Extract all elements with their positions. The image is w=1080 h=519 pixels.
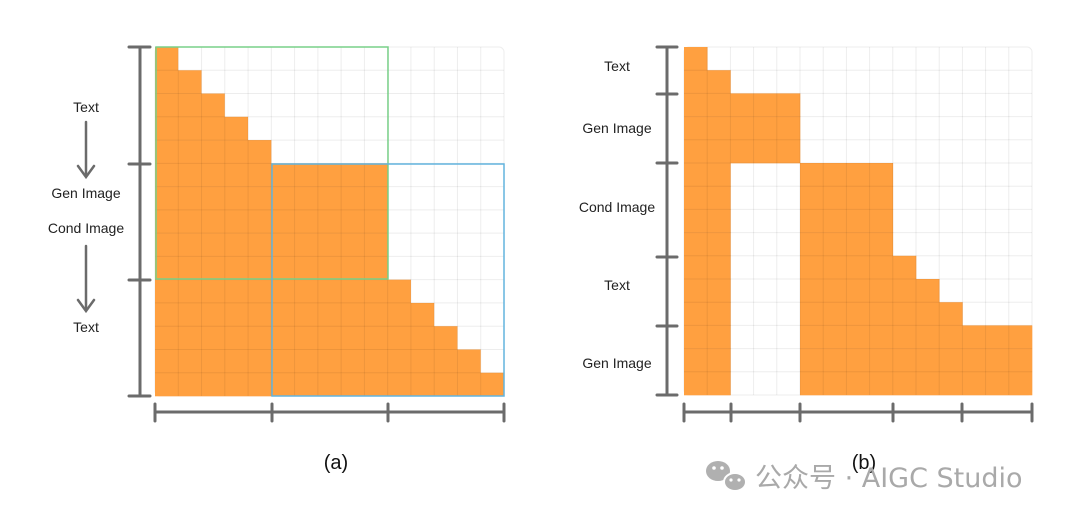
panel-b-label-gen-image-2: Gen Image xyxy=(582,355,651,371)
panel-b-x-axis xyxy=(682,402,1034,423)
panel-a-label-cond-image: Cond Image xyxy=(48,220,124,236)
mask-row-fill xyxy=(800,209,894,233)
mask-row-fill xyxy=(800,186,894,210)
mask-row-fill xyxy=(155,326,458,350)
panel-a-label-text-bottom: Text xyxy=(73,319,99,335)
panel-b-label-cond-image: Cond Image xyxy=(579,199,655,215)
mask-row-fill xyxy=(684,371,731,396)
down-arrow-icon xyxy=(76,244,96,314)
window-box-2 xyxy=(271,163,505,397)
panel-a-y-axis xyxy=(127,45,152,398)
mask-row-fill xyxy=(684,47,708,71)
mask-row-fill xyxy=(684,93,801,117)
panel-a-mask-fill xyxy=(155,47,504,397)
mask-row-fill xyxy=(684,70,731,94)
panel-a: Text Gen Image Cond Image Text (a) xyxy=(48,45,506,474)
panel-a-caption: (a) xyxy=(324,452,348,474)
mask-row-fill xyxy=(800,302,963,326)
mask-row-fill xyxy=(155,279,411,304)
panel-b-caption: (b) xyxy=(852,452,876,474)
mask-row-fill xyxy=(800,371,1033,396)
mask-row-fill xyxy=(155,302,435,327)
mask-row-fill xyxy=(684,163,731,187)
mask-row-fill xyxy=(800,163,894,187)
mask-row-fill xyxy=(684,232,731,257)
mask-row-fill xyxy=(155,47,179,71)
panel-b-y-axis xyxy=(655,45,679,397)
mask-row-fill xyxy=(684,348,731,373)
mask-row-fill xyxy=(800,325,1033,349)
mask-row-fill xyxy=(800,279,940,303)
mask-row-fill xyxy=(684,116,801,141)
mask-row-fill xyxy=(155,140,272,164)
mask-row-fill xyxy=(684,209,731,233)
panel-a-x-axis xyxy=(153,402,506,423)
mask-row-fill xyxy=(684,255,731,280)
mask-row-fill xyxy=(800,255,917,280)
panel-b-label-text-2: Text xyxy=(604,277,630,293)
panel-b-label-gen-image-1: Gen Image xyxy=(582,120,651,136)
mask-row-fill xyxy=(800,232,894,257)
mask-row-fill xyxy=(684,186,731,210)
down-arrow-icon xyxy=(76,120,96,180)
panel-b-grid xyxy=(684,47,1032,395)
mask-row-fill xyxy=(155,116,249,141)
panel-a-label-text-top: Text xyxy=(73,99,99,115)
mask-row-fill xyxy=(800,348,1033,373)
mask-row-fill xyxy=(155,372,504,397)
watermark: 公众号 · AIGC Studio xyxy=(706,461,1023,494)
panel-a-label-gen-image: Gen Image xyxy=(51,185,120,201)
mask-row-fill xyxy=(155,70,202,94)
mask-row-fill xyxy=(155,93,225,118)
mask-row-fill xyxy=(155,349,481,374)
panel-b: Text Gen Image Cond Image Text Gen Image… xyxy=(579,45,1034,474)
mask-row-fill xyxy=(684,302,731,326)
mask-row-fill xyxy=(684,139,801,164)
mask-row-fill xyxy=(684,325,731,349)
panel-b-label-text-1: Text xyxy=(604,58,630,74)
wechat-icon xyxy=(706,461,747,492)
panel-b-mask-fill xyxy=(684,47,1033,396)
watermark-text: 公众号 · AIGC Studio xyxy=(755,463,1023,494)
mask-row-fill xyxy=(684,279,731,303)
